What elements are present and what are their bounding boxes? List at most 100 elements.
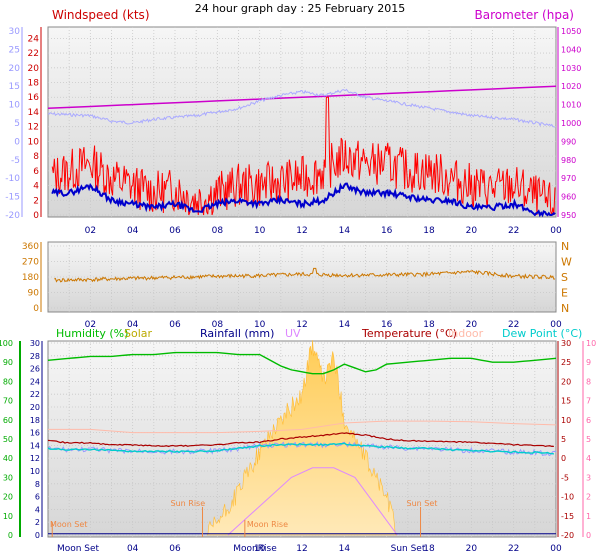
uv-tick-9: 9: [586, 358, 591, 367]
astro-sunset-label: Sun Set: [407, 499, 438, 508]
wind-series: [47, 85, 557, 218]
direction-tick-180: 180: [22, 273, 39, 283]
uv-tick-0: 0: [586, 531, 591, 540]
uv-line: [227, 467, 398, 536]
wind-x-tick-12: 12: [296, 226, 307, 236]
wind-x-tick-08: 08: [212, 226, 224, 236]
barometer-tick-1010: 1010: [561, 101, 581, 110]
astro-axis-sunset: Sun Set: [391, 544, 426, 554]
temperature-line: [47, 432, 554, 448]
barometer-tick-950: 950: [561, 211, 576, 220]
humidity-tick-100: 100: [0, 339, 13, 348]
barometer-tick-1000: 1000: [561, 119, 581, 128]
climate-x-tick-12: 12: [296, 544, 307, 554]
legend-item-5: Indoor: [448, 327, 484, 340]
rainfall-tick-30: 30: [30, 339, 40, 348]
rainfall-tick-6: 6: [35, 493, 40, 502]
barometer-tick-1020: 1020: [561, 82, 581, 91]
direction-plot-area: [47, 241, 557, 313]
windspeed-tick-0: 0: [33, 211, 39, 221]
climate-x-tick-10: 10: [254, 544, 266, 554]
uv-tick-4: 4: [586, 454, 591, 463]
windspeed-tick-24: 24: [28, 34, 40, 44]
climate-x-tick-04: 04: [127, 544, 139, 554]
direction-x-tick-02: 02: [85, 320, 96, 330]
windspeed-tick-10: 10: [28, 137, 40, 147]
astro-moonrise-label: Moon Rise: [247, 520, 288, 529]
temp-tick-20: 20: [9, 64, 21, 74]
temperature-tick--15: -15: [561, 512, 574, 521]
rainfall-tick-26: 26: [30, 365, 40, 374]
climate-axes: 0102030405060708090100024681012141618202…: [0, 339, 596, 554]
direction-tick-0: 0: [33, 304, 39, 314]
temperature-tick-5: 5: [561, 435, 566, 444]
uv-tick-6: 6: [586, 416, 591, 425]
temp-tick--5: -5: [11, 156, 20, 166]
temp-tick-5: 5: [14, 119, 20, 129]
humidity-tick-50: 50: [3, 435, 13, 444]
direction-x-tick-04: 04: [127, 320, 139, 330]
barometer-axis-title: Barometer (hpa): [475, 8, 574, 22]
astro-moonset-label: Moon Set: [50, 520, 87, 529]
direction-x-tick-12: 12: [296, 320, 307, 330]
windspeed-axis-title: Windspeed (kts): [52, 8, 150, 22]
humidity-tick-20: 20: [3, 493, 13, 502]
rainfall-tick-10: 10: [30, 467, 40, 476]
rainfall-tick-24: 24: [30, 377, 40, 386]
rainfall-tick-18: 18: [30, 416, 40, 425]
wind-panel: Windspeed (kts) Barometer (hpa) 02468101…: [5, 8, 581, 236]
windspeed-tick-14: 14: [28, 108, 40, 118]
rainfall-tick-14: 14: [30, 441, 40, 450]
uv-tick-8: 8: [586, 377, 591, 386]
direction-x-tick-06: 06: [169, 320, 181, 330]
windspeed-tick-12: 12: [28, 123, 39, 133]
temp-tick-0: 0: [14, 137, 20, 147]
humidity-tick-80: 80: [3, 377, 13, 386]
windspeed-tick-4: 4: [33, 182, 39, 192]
climate-x-tick-18: 18: [423, 544, 435, 554]
climate-panel: Humidity (%)Solar Rainfall (mm) UV Temperat…: [0, 327, 596, 554]
humidity-tick-40: 40: [3, 454, 13, 463]
wind-x-tick-16: 16: [381, 226, 393, 236]
wind-axes: 024681012141618202224-20-15-10-505101520…: [5, 27, 581, 236]
astro-axis-moonrise: MoonRise: [233, 544, 277, 554]
temperature-tick-0: 0: [561, 454, 566, 463]
uv-tick-3: 3: [586, 473, 591, 482]
rainfall-tick-20: 20: [30, 403, 40, 412]
rainfall-tick-2: 2: [35, 518, 40, 527]
legend-item-3: UV: [285, 327, 301, 340]
barometer-line: [47, 85, 557, 110]
direction-x-tick-16: 16: [381, 320, 393, 330]
windspeed-tick-8: 8: [33, 152, 39, 162]
humidity-tick-70: 70: [3, 397, 13, 406]
temperature-tick-25: 25: [561, 358, 571, 367]
wind-x-tick-10: 10: [254, 226, 266, 236]
humidity-tick-30: 30: [3, 473, 13, 482]
rainfall-tick-0: 0: [35, 531, 40, 540]
uv-tick-1: 1: [586, 512, 591, 521]
humidity-line: [47, 351, 557, 375]
temperature-tick-30: 30: [561, 339, 571, 348]
barometer-tick-980: 980: [561, 156, 576, 165]
legend-item-1: Solar: [124, 327, 153, 340]
rainfall-tick-22: 22: [30, 390, 40, 399]
direction-x-tick-18: 18: [423, 320, 435, 330]
rainfall-tick-8: 8: [35, 480, 40, 489]
windspeed-tick-20: 20: [28, 64, 40, 74]
humidity-tick-0: 0: [8, 531, 13, 540]
direction-x-tick-14: 14: [339, 320, 351, 330]
legend-item-0: Humidity (%): [56, 327, 128, 340]
wind-x-tick-22: 22: [508, 226, 519, 236]
temp-tick--20: -20: [5, 211, 20, 221]
wind-gust-line: [51, 96, 556, 216]
wind-x-tick-04: 04: [127, 226, 139, 236]
barometer-tick-1030: 1030: [561, 64, 581, 73]
windspeed-tick-2: 2: [33, 196, 39, 206]
rainfall-tick-12: 12: [30, 454, 40, 463]
wind-x-tick-20: 20: [466, 226, 478, 236]
climate-x-tick-22: 22: [508, 544, 519, 554]
direction-tick-270: 270: [22, 258, 39, 268]
temperature-tick--20: -20: [561, 531, 574, 540]
barometer-tick-1050: 1050: [561, 27, 581, 36]
